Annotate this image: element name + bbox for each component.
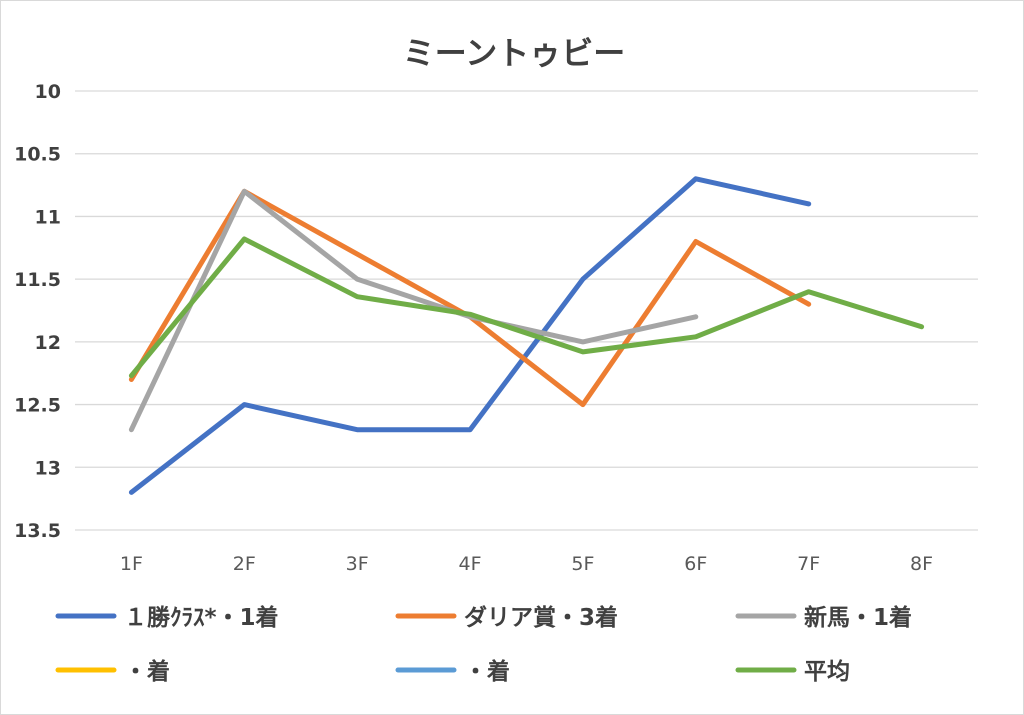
y-tick-label: 13	[35, 457, 61, 479]
x-axis-tick-labels: 1F 2F 3F 4F 5F 6F 7F 8F	[120, 553, 933, 575]
y-tick-label: 10.5	[14, 144, 61, 166]
y-tick-label: 12.5	[14, 395, 61, 417]
legend-label: 平均	[804, 658, 850, 685]
y-tick-label: 12	[35, 332, 61, 354]
x-tick-label: 5F	[571, 553, 594, 575]
legend-label: ・着	[464, 658, 510, 685]
x-tick-label: 3F	[346, 553, 369, 575]
y-tick-label: 10	[35, 81, 61, 103]
y-axis-tick-labels: 10 10.5 11 11.5 12 12.5 13 13.5	[14, 81, 61, 542]
y-tick-label: 11	[35, 206, 61, 228]
legend-label: ・着	[124, 658, 170, 685]
x-tick-label: 8F	[910, 553, 933, 575]
series-line-1	[128, 188, 812, 408]
series-lines	[128, 176, 925, 495]
x-tick-label: 1F	[120, 553, 143, 575]
y-tick-label: 11.5	[14, 269, 61, 291]
gridlines	[75, 90, 978, 531]
x-tick-label: 4F	[459, 553, 482, 575]
x-tick-label: 2F	[233, 553, 256, 575]
series-line-5	[128, 236, 925, 379]
legend-label: 新馬・1着	[804, 604, 912, 631]
x-tick-label: 7F	[797, 553, 820, 575]
chart-title: ミーントゥビー	[403, 34, 625, 72]
series-line-2	[128, 188, 699, 433]
x-tick-label: 6F	[684, 553, 707, 575]
series-line-0	[128, 176, 812, 495]
y-tick-label: 13.5	[14, 520, 61, 542]
legend: １勝ｸﾗｽ*・1着 ダリア賞・3着 新馬・1着・着 ・着 平均	[55, 604, 912, 685]
legend-label: １勝ｸﾗｽ*・1着	[124, 604, 279, 631]
legend-label: ダリア賞・3着	[464, 604, 618, 631]
